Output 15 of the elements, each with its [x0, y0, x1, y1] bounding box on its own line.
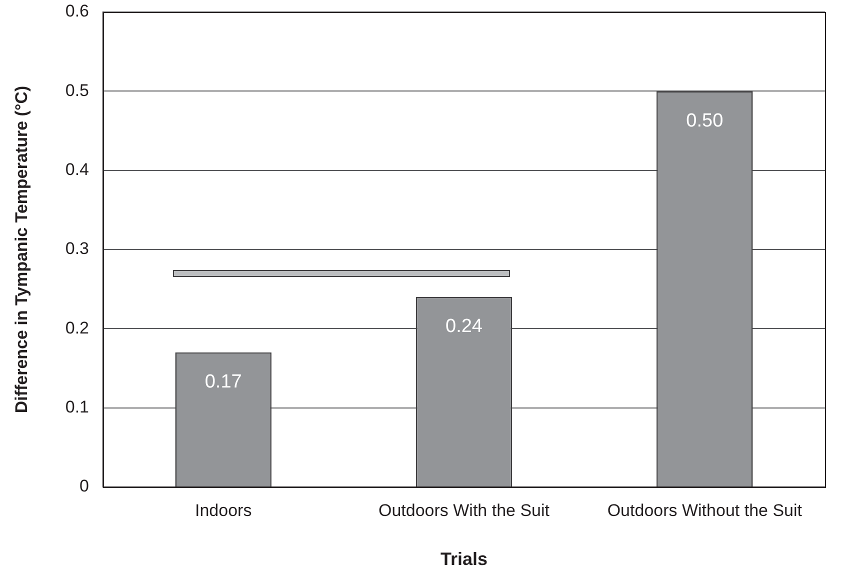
- data-label: 0.50: [686, 110, 724, 132]
- data-label: 0.17: [204, 372, 242, 393]
- y-tick-label: 0.6: [65, 2, 89, 21]
- y-tick-label: 0.4: [65, 160, 89, 180]
- y-tick-label: 0.2: [65, 318, 89, 338]
- x-axis-title: Trials: [440, 549, 488, 570]
- y-tick-label: 0.5: [65, 80, 89, 100]
- x-tick-label: Outdoors Without the Suit: [607, 500, 802, 520]
- y-tick-label: 0: [80, 476, 89, 496]
- data-label: 0.24: [446, 316, 483, 338]
- y-tick-label: 0.1: [65, 398, 89, 417]
- y-tick-label: 0.3: [65, 239, 89, 258]
- y-axis-title: Difference in Tympanic Temperature (°C): [12, 86, 31, 414]
- x-tick-label: Indoors: [194, 500, 252, 520]
- x-tick-label: Outdoors With the Suit: [378, 500, 550, 520]
